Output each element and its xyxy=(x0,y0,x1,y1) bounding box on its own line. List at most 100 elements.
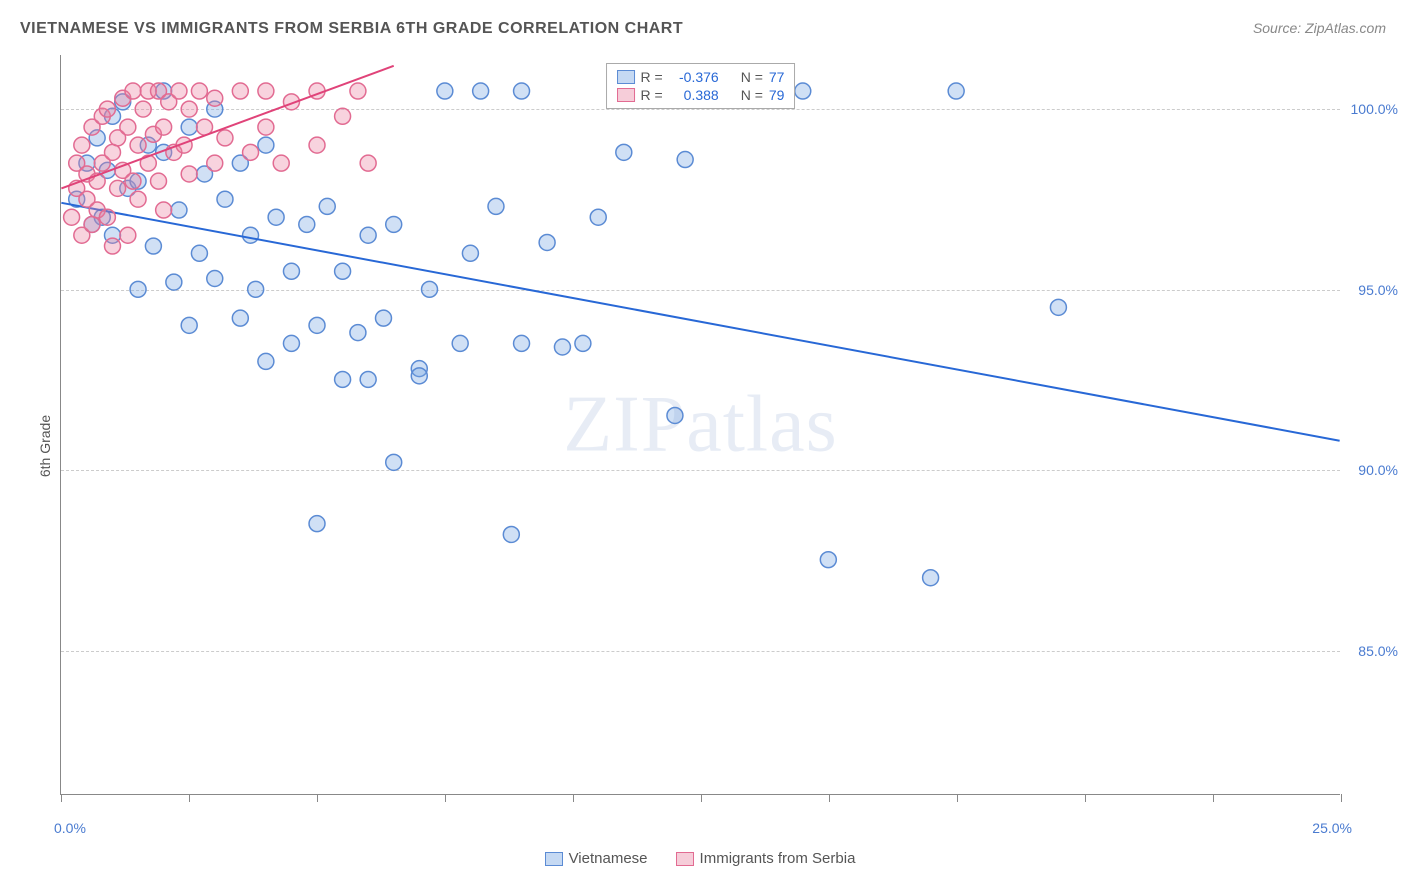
scatter-point xyxy=(243,144,259,160)
scatter-point xyxy=(677,152,693,168)
r-label: R = xyxy=(641,87,663,103)
scatter-point xyxy=(145,238,161,254)
scatter-point xyxy=(616,144,632,160)
legend-swatch xyxy=(545,852,563,866)
scatter-point xyxy=(667,407,683,423)
n-value: 79 xyxy=(769,87,785,103)
x-tick xyxy=(1213,794,1214,802)
series-legend-item: Immigrants from Serbia xyxy=(676,850,856,867)
scatter-point xyxy=(820,552,836,568)
scatter-point xyxy=(386,216,402,232)
scatter-point xyxy=(191,83,207,99)
series-legend: Vietnamese Immigrants from Serbia xyxy=(60,850,1340,870)
scatter-point xyxy=(273,155,289,171)
scatter-point xyxy=(207,90,223,106)
scatter-point xyxy=(335,263,351,279)
n-value: 77 xyxy=(769,69,785,85)
scatter-svg xyxy=(61,55,1340,794)
scatter-point xyxy=(488,198,504,214)
scatter-point xyxy=(166,274,182,290)
scatter-point xyxy=(232,83,248,99)
scatter-point xyxy=(130,137,146,153)
scatter-point xyxy=(360,371,376,387)
scatter-point xyxy=(283,335,299,351)
scatter-point xyxy=(514,335,530,351)
scatter-point xyxy=(503,526,519,542)
scatter-point xyxy=(539,234,555,250)
scatter-point xyxy=(258,119,274,135)
scatter-point xyxy=(437,83,453,99)
n-label: N = xyxy=(741,87,763,103)
trend-line xyxy=(61,203,1339,441)
scatter-point xyxy=(268,209,284,225)
scatter-point xyxy=(309,317,325,333)
scatter-point xyxy=(309,516,325,532)
scatter-point xyxy=(350,325,366,341)
scatter-point xyxy=(360,227,376,243)
scatter-point xyxy=(130,281,146,297)
y-tick-label: 85.0% xyxy=(1358,643,1398,659)
scatter-point xyxy=(217,130,233,146)
scatter-point xyxy=(299,216,315,232)
x-tick xyxy=(1341,794,1342,802)
scatter-point xyxy=(191,245,207,261)
scatter-point xyxy=(923,570,939,586)
scatter-point xyxy=(181,166,197,182)
scatter-point xyxy=(151,173,167,189)
scatter-point xyxy=(105,144,121,160)
chart-title: VIETNAMESE VS IMMIGRANTS FROM SERBIA 6TH… xyxy=(20,20,683,38)
scatter-point xyxy=(217,191,233,207)
scatter-point xyxy=(319,198,335,214)
x-axis-labels: 0.0% 25.0% xyxy=(60,820,1340,840)
x-tick xyxy=(957,794,958,802)
scatter-point xyxy=(258,83,274,99)
scatter-point xyxy=(181,119,197,135)
scatter-point xyxy=(948,83,964,99)
scatter-point xyxy=(99,209,115,225)
series-legend-item: Vietnamese xyxy=(545,850,648,867)
scatter-point xyxy=(452,335,468,351)
legend-swatch xyxy=(617,88,635,102)
r-value: -0.376 xyxy=(669,69,719,85)
scatter-point xyxy=(99,101,115,117)
scatter-point xyxy=(105,238,121,254)
scatter-point xyxy=(64,209,80,225)
x-tick xyxy=(445,794,446,802)
scatter-point xyxy=(375,310,391,326)
source-attribution: Source: ZipAtlas.com xyxy=(1253,20,1386,36)
r-label: R = xyxy=(641,69,663,85)
series-name: Immigrants from Serbia xyxy=(700,850,856,867)
scatter-point xyxy=(125,83,141,99)
series-name: Vietnamese xyxy=(569,850,648,867)
scatter-point xyxy=(422,281,438,297)
y-tick-label: 90.0% xyxy=(1358,462,1398,478)
scatter-point xyxy=(243,227,259,243)
scatter-point xyxy=(590,209,606,225)
x-tick xyxy=(189,794,190,802)
scatter-point xyxy=(110,180,126,196)
scatter-point xyxy=(130,191,146,207)
x-tick xyxy=(317,794,318,802)
scatter-point xyxy=(283,263,299,279)
scatter-point xyxy=(181,317,197,333)
y-tick-label: 95.0% xyxy=(1358,282,1398,298)
scatter-point xyxy=(171,202,187,218)
scatter-point xyxy=(309,137,325,153)
chart-plot-area: ZIPatlas R =-0.376N =77R =0.388N =79 85.… xyxy=(60,55,1340,795)
scatter-point xyxy=(125,173,141,189)
scatter-point xyxy=(258,137,274,153)
scatter-point xyxy=(411,368,427,384)
x-tick xyxy=(61,794,62,802)
scatter-point xyxy=(462,245,478,261)
r-value: 0.388 xyxy=(669,87,719,103)
scatter-point xyxy=(575,335,591,351)
scatter-point xyxy=(795,83,811,99)
legend-row: R = 0.388 N = 79 xyxy=(617,86,785,104)
scatter-point xyxy=(386,454,402,470)
legend-swatch xyxy=(676,852,694,866)
scatter-point xyxy=(473,83,489,99)
x-tick xyxy=(573,794,574,802)
scatter-point xyxy=(248,281,264,297)
scatter-point xyxy=(120,227,136,243)
x-min-label: 0.0% xyxy=(54,820,86,836)
